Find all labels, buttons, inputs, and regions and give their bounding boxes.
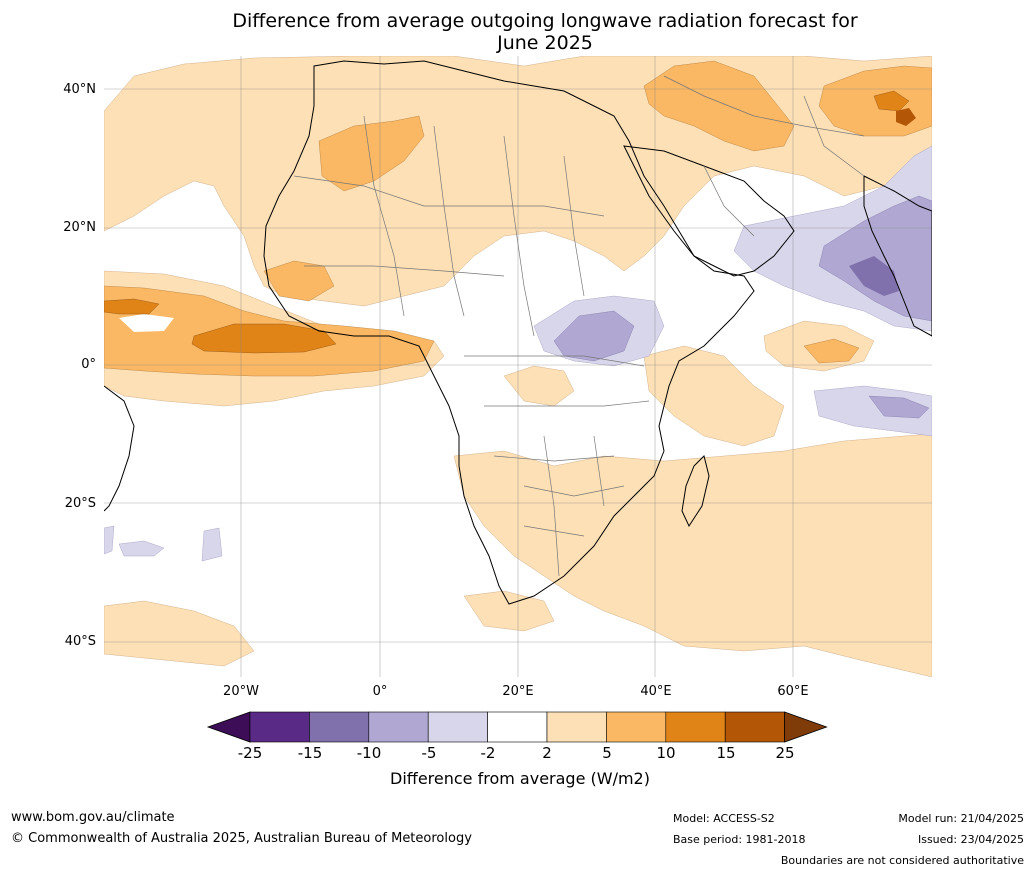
- lat-label-40n: 40°N: [63, 82, 96, 97]
- lat-label-20n: 20°N: [63, 220, 96, 235]
- colorbar-tick-label: -25: [237, 744, 263, 762]
- colorbar-tick-label: -10: [356, 744, 382, 762]
- title-line-1: Difference from average outgoing longwav…: [232, 10, 858, 32]
- footer-model-run: Model run: 21/04/2025: [898, 812, 1024, 825]
- colorbar-bin: [487, 711, 548, 743]
- colorbar-extend-high: [784, 711, 828, 743]
- colorbar-bin: [665, 711, 726, 743]
- colorbar-bin: [309, 711, 370, 743]
- colorbar-bin: [427, 711, 488, 743]
- map-title: Difference from average outgoing longwav…: [100, 10, 990, 54]
- colorbar-bin: [606, 711, 667, 743]
- colorbar-tick-label: 25: [775, 744, 795, 762]
- lon-label-60e: 60°E: [777, 684, 809, 699]
- footer-base-period: Base period: 1981-2018: [673, 833, 806, 846]
- colorbar-extend-low: [206, 711, 251, 743]
- colorbar-label: Difference from average (W/m2): [390, 769, 650, 788]
- lon-label-20w: 20°W: [223, 684, 259, 699]
- colorbar-bin: [249, 711, 310, 743]
- anomaly-shade-dark-purple: [849, 256, 899, 296]
- colorbar-bin: [724, 711, 785, 743]
- country-borders: [293, 75, 865, 577]
- colorbar-tick-label: -2: [480, 744, 496, 762]
- lat-label-equator: 0°: [81, 357, 96, 372]
- colorbar-tick-label: -5: [421, 744, 437, 762]
- lat-label-20s: 20°S: [64, 496, 96, 511]
- colorbar-tick-label: 2: [542, 744, 552, 762]
- footer-website: www.bom.gov.au/climate: [11, 810, 175, 825]
- footer-copyright: © Commonwealth of Australia 2025, Austra…: [11, 831, 472, 846]
- footer-model: Model: ACCESS-S2: [673, 812, 775, 825]
- coastlines: [104, 60, 932, 605]
- lon-label-40e: 40°E: [640, 684, 672, 699]
- colorbar-tick-label: 15: [716, 744, 736, 762]
- atlantic-neutral-gap: [119, 314, 174, 332]
- footer-disclaimer: Boundaries are not considered authoritat…: [780, 854, 1024, 867]
- anomaly-shade-dark-orange: [104, 90, 910, 354]
- colorbar-tick-label: -15: [297, 744, 323, 762]
- lat-label-40s: 40°S: [64, 634, 96, 649]
- lon-label-20e: 20°E: [502, 684, 534, 699]
- colorbar-bin: [368, 711, 429, 743]
- colorbar-tick-label: 5: [602, 744, 612, 762]
- olr-anomaly-map: [104, 56, 932, 677]
- map-gridlines: [104, 56, 932, 677]
- footer-issued: Issued: 23/04/2025: [917, 833, 1024, 846]
- title-line-2: June 2025: [497, 32, 593, 54]
- anomaly-shade-brown: [896, 108, 916, 126]
- colorbar-bin: [546, 711, 607, 743]
- colorbar-tick-label: 10: [656, 744, 676, 762]
- lon-label-0: 0°: [372, 684, 388, 699]
